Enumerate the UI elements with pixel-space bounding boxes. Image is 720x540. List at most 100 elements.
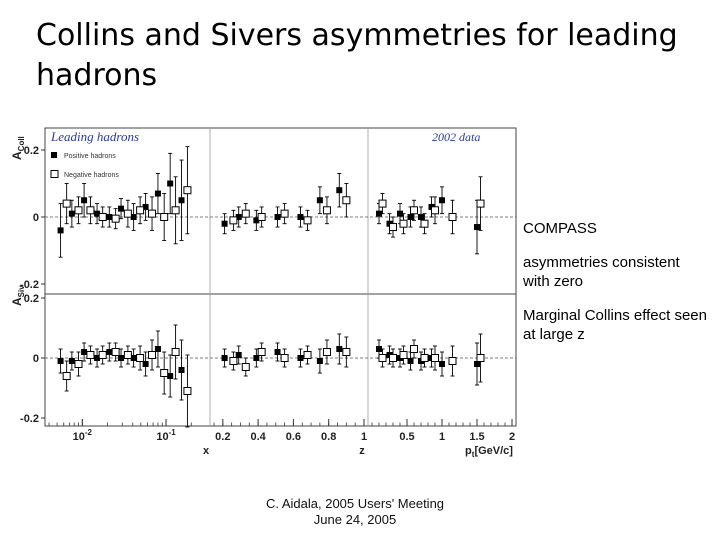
point-positive: [439, 197, 445, 204]
x-axis-label-unit: [GeV/c]: [474, 445, 513, 457]
point-positive: [253, 217, 260, 224]
x-axis-label-x: x: [203, 445, 210, 457]
x-tick-label: 0.8: [321, 431, 336, 443]
point-negative: [303, 216, 312, 225]
x-tick-label: 2: [509, 431, 515, 443]
point-positive: [235, 214, 242, 220]
point-negative: [410, 206, 418, 215]
x-tick-label: 0.2: [215, 431, 230, 443]
point-positive: [130, 355, 137, 361]
x-tick-label-base: 10: [73, 431, 85, 443]
point-positive: [57, 227, 64, 234]
point-negative: [229, 216, 238, 225]
point-positive: [118, 355, 125, 361]
point-negative: [420, 354, 429, 362]
point-positive: [68, 358, 75, 364]
footer: C. Aidala, 2005 Users' Meeting June 24, …: [250, 496, 460, 528]
point-positive: [474, 224, 480, 231]
plot-label: Leading hadrons: [50, 129, 139, 144]
x-tick-label: 1: [361, 431, 367, 443]
point-negative: [448, 213, 457, 221]
point-positive: [118, 205, 125, 212]
point-positive: [154, 190, 161, 197]
footer-line-date: June 24, 2005: [313, 512, 397, 527]
x-tick-label: 1: [439, 431, 445, 443]
point-positive: [407, 214, 414, 220]
point-positive: [439, 361, 445, 367]
point-negative: [171, 348, 180, 356]
point-positive: [94, 355, 101, 361]
point-negative: [111, 348, 120, 356]
point-positive: [178, 367, 185, 373]
point-positive: [142, 361, 149, 367]
point-positive: [178, 197, 185, 204]
point-positive: [221, 220, 228, 227]
point-negative: [183, 186, 192, 195]
point-negative: [98, 213, 107, 221]
note-collins-large-z: Marginal Collins effect seen at large z: [523, 307, 707, 343]
zero-lines: [45, 216, 516, 359]
x-axis-label-subscript: t: [472, 450, 475, 459]
point-positive: [167, 180, 174, 187]
x-tick-label: 10-1: [156, 428, 176, 443]
point-negative: [86, 351, 95, 359]
y-axis-label-0: AColl: [10, 136, 26, 160]
point-negative: [476, 199, 485, 208]
point-negative: [257, 213, 266, 221]
x-axis-label-pt: pt[GeV/c]: [465, 445, 513, 459]
point-negative: [111, 214, 120, 223]
point-positive: [130, 214, 137, 220]
point-negative: [123, 209, 132, 218]
point-negative: [148, 351, 157, 359]
x-tick-label: 0.4: [250, 431, 266, 443]
point-positive: [106, 214, 113, 220]
x-tick-label-base: 10: [156, 431, 168, 443]
point-negative: [378, 199, 387, 208]
point-negative: [136, 354, 145, 362]
point-positive: [397, 210, 403, 217]
note-consistent-zero: asymmetries consistent with zero: [523, 254, 680, 290]
point-positive: [376, 346, 382, 352]
point-negative: [399, 351, 408, 359]
data-label: 2002 data: [432, 130, 480, 144]
point-positive: [297, 214, 304, 220]
legend-marker-positive: [51, 152, 57, 158]
point-positive: [154, 346, 161, 352]
point-positive: [57, 358, 64, 364]
point-negative: [241, 363, 250, 371]
point-negative: [98, 351, 107, 359]
point-positive: [68, 210, 75, 217]
point-negative: [448, 357, 457, 365]
point-positive: [106, 349, 113, 355]
point-negative: [378, 354, 387, 362]
point-negative: [389, 223, 397, 232]
y-tick-label: 0.2: [24, 145, 39, 157]
point-negative: [431, 354, 439, 362]
point-positive: [474, 361, 480, 367]
y-tick-label: -0.2: [20, 413, 39, 425]
point-positive: [253, 355, 260, 361]
point-negative: [62, 199, 71, 208]
x-tick-label-exponent: -2: [85, 428, 93, 437]
x-tick-label: 0.6: [286, 431, 301, 443]
point-positive: [336, 346, 343, 352]
note-compass: COMPASS: [523, 220, 597, 237]
footer-line-author: C. Aidala, 2005 Users' Meeting: [265, 496, 445, 511]
point-negative: [280, 209, 289, 218]
y-tick-label: 0: [33, 353, 39, 365]
point-negative: [160, 213, 169, 221]
point-negative: [476, 354, 485, 362]
x-tick-label: 10-2: [73, 428, 93, 443]
y-tick-label: 0.2: [24, 293, 39, 305]
point-negative: [389, 354, 397, 362]
y-axis-label-subscript: Siv: [17, 285, 26, 298]
point-negative: [74, 206, 83, 215]
point-negative: [431, 206, 439, 215]
point-negative: [136, 206, 145, 215]
point-positive: [81, 197, 88, 204]
point-negative: [160, 369, 169, 377]
point-negative: [86, 206, 95, 215]
point-positive: [94, 210, 101, 217]
slide-title: Collins and Sivers asymmetries for leadi…: [36, 18, 678, 93]
point-negative: [229, 357, 238, 365]
